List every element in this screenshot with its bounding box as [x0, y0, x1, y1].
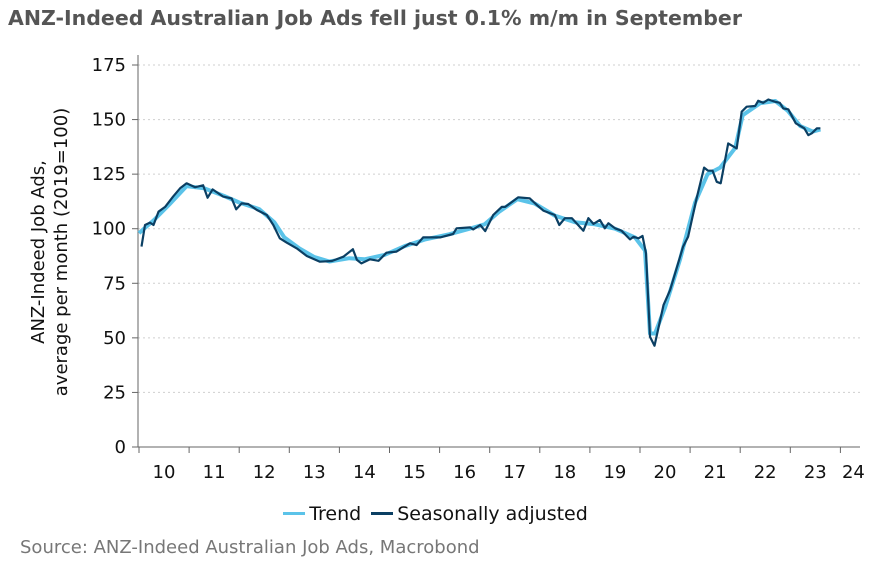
y-tick-label: 0	[115, 437, 126, 458]
y-axis-label-line: average per month (2019=100)	[51, 108, 72, 396]
legend-label-sa: Seasonally adjusted	[397, 502, 588, 525]
y-tick-label: 125	[92, 164, 126, 185]
x-tick-label: 15	[403, 462, 426, 483]
x-tick-label: 19	[603, 462, 626, 483]
y-tick-label: 75	[103, 273, 126, 294]
x-tick-label: 16	[453, 462, 476, 483]
legend-label-trend: Trend	[309, 502, 362, 525]
x-tick-label: 13	[303, 462, 326, 483]
x-tick-label: 10	[153, 462, 176, 483]
legend-item-sa: Seasonally adjusted	[371, 503, 588, 525]
series-line-seasonally-adjusted	[140, 98, 821, 347]
x-tick-label: 12	[253, 462, 276, 483]
y-axis-label: ANZ-Indeed Job Ads, average per month (20…	[28, 108, 72, 396]
source-note: Source: ANZ-Indeed Australian Job Ads, M…	[20, 537, 480, 558]
legend-item-trend: Trend	[283, 503, 361, 525]
chart-title: ANZ-Indeed Australian Job Ads fell just …	[8, 6, 742, 30]
x-tick-label: 18	[553, 462, 576, 483]
y-tick-label: 25	[103, 382, 126, 403]
y-axis-label-line: ANZ-Indeed Job Ads,	[28, 160, 49, 344]
y-tick-label: 50	[103, 328, 126, 349]
x-tick-label: 20	[654, 462, 677, 483]
legend-swatch-trend	[283, 512, 306, 515]
x-tick-label: 22	[754, 462, 777, 483]
x-tick-label: 14	[353, 462, 376, 483]
x-tick-label: 11	[203, 462, 226, 483]
x-tick-label: 17	[503, 462, 526, 483]
y-tick-label: 150	[92, 110, 126, 131]
x-tick-label: 23	[804, 462, 827, 483]
legend-swatch-sa	[371, 512, 394, 515]
x-tick-label: 24	[842, 462, 865, 483]
series-line-trend	[137, 99, 821, 336]
legend: Trend Seasonally adjusted	[0, 498, 871, 525]
x-tick-label: 21	[704, 462, 727, 483]
y-tick-label: 175	[92, 55, 126, 76]
y-tick-label: 100	[92, 219, 126, 240]
